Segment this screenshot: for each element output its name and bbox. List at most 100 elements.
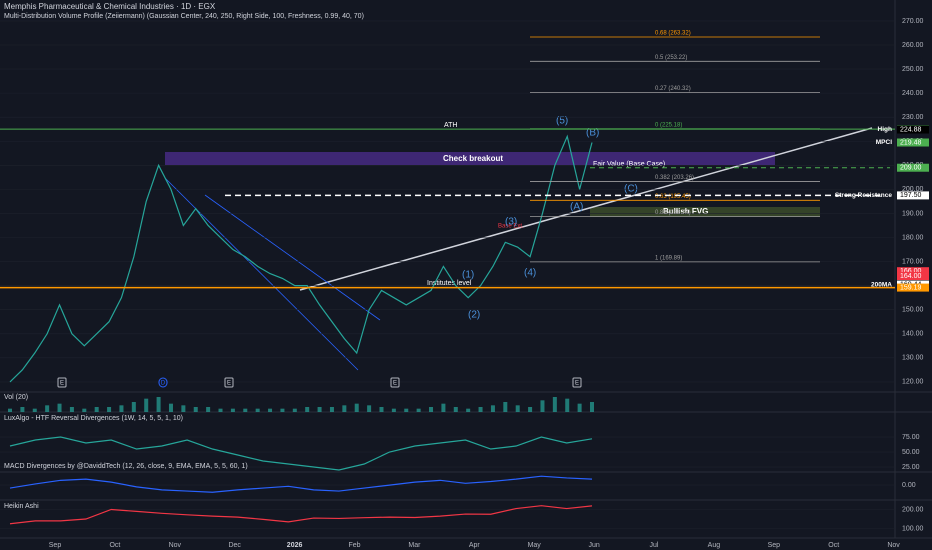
volume-bar: [453, 407, 458, 412]
event-marker: [572, 377, 582, 388]
wave-label: (2): [468, 310, 480, 321]
x-tick-label: Mar: [408, 542, 421, 549]
x-tick-label: Sep: [768, 542, 781, 549]
y-tick-label: 200.00: [902, 186, 924, 193]
y-tick-label: 25.00: [902, 464, 920, 471]
panel-title: Vol (20): [4, 394, 28, 401]
price-tag: [897, 191, 929, 200]
fib-label: 0 (225.18): [655, 122, 682, 128]
y-tick-label: 240.00: [902, 90, 924, 97]
fib-label: 0.27 (240.32): [655, 86, 691, 92]
volume-bar: [404, 408, 409, 412]
volume-bar: [280, 408, 285, 412]
y-tick-label: 0.00: [902, 482, 916, 489]
wave-label: (B): [586, 128, 599, 139]
x-tick-label: Jul: [650, 542, 659, 549]
price-line: [9, 505, 593, 525]
y-tick-label: 120.00: [902, 379, 924, 386]
fvg-zone: [590, 207, 820, 217]
fib-label: 0.382 (203.26): [655, 175, 694, 181]
fib-label: 0.5 (253.22): [655, 55, 687, 61]
volume-bar: [478, 407, 483, 412]
price-tag-name: MPCI: [876, 139, 892, 146]
event-label: E: [60, 381, 64, 387]
volume-bar: [69, 407, 74, 412]
y-tick-label: 180.00: [902, 234, 924, 241]
price-tag-name: 200MA: [871, 281, 892, 288]
price-tag-label: 224.88: [900, 126, 922, 133]
y-tick-label: 270.00: [902, 18, 924, 25]
wave-label: (A): [570, 202, 583, 213]
x-tick-label: Apr: [469, 542, 481, 549]
price-tag-name: High: [878, 126, 892, 133]
volume-bar: [45, 405, 50, 412]
volume-bar: [168, 403, 173, 412]
volume-bar: [590, 402, 594, 412]
volume-bar: [552, 397, 557, 412]
price-tag-label: 164.00: [900, 273, 922, 280]
breakout-label: Check breakout: [443, 154, 503, 163]
price-tag-label: 159.19: [900, 284, 922, 291]
y-tick-label: 50.00: [902, 449, 920, 456]
price-tag-name: Strong Resistance: [835, 192, 892, 199]
price-line: [9, 436, 593, 471]
volume-bar: [156, 397, 161, 412]
volume-bar: [466, 408, 471, 412]
volume-bar: [193, 407, 198, 412]
y-tick-label: 200.00: [902, 506, 924, 513]
volume-bar: [441, 403, 446, 412]
wave-label: (1): [462, 270, 474, 281]
x-tick-label: 2026: [287, 542, 303, 549]
price-tag-label: 197.50: [900, 192, 922, 199]
x-tick-label: Nov: [887, 542, 900, 549]
chart-subtitle: Multi-Distribution Volume Profile (Zeiie…: [4, 13, 364, 20]
y-tick-label: 260.00: [902, 42, 924, 49]
x-tick-label: Oct: [109, 542, 120, 549]
y-tick-label: 190.00: [902, 210, 924, 217]
volume-bar: [255, 408, 260, 412]
y-tick-label: 150.00: [902, 307, 924, 314]
event-marker: [224, 377, 234, 388]
fib-label: 0.63 (195.45): [655, 194, 691, 200]
x-tick-label: Jun: [588, 542, 599, 549]
panel-title: Heikin Ashi: [4, 503, 39, 510]
volume-bar: [82, 408, 87, 412]
y-tick-label: 100.00: [902, 525, 924, 532]
volume-bar: [20, 407, 25, 412]
event-marker: [158, 377, 168, 388]
volume-bar: [206, 407, 211, 412]
volume-bar: [131, 402, 136, 412]
volume-bar: [528, 407, 533, 412]
x-tick-label: Nov: [169, 542, 182, 549]
volume-bar: [329, 407, 334, 412]
event-label: E: [227, 381, 231, 387]
y-tick-label: 170.00: [902, 258, 924, 265]
volume-bar: [416, 408, 421, 412]
volume-bar: [119, 405, 124, 412]
chart-title: Memphis Pharmaceutical & Chemical Indust…: [4, 2, 216, 11]
volume-bar: [577, 403, 582, 412]
event-label: E: [393, 381, 397, 387]
y-tick-label: 250.00: [902, 66, 924, 73]
event-marker: [57, 377, 67, 388]
volume-bar: [354, 403, 359, 412]
price-tag: [897, 267, 929, 276]
x-tick-label: Aug: [708, 542, 721, 549]
fvg-label: Bullish FVG: [663, 207, 708, 216]
x-tick-label: Feb: [348, 542, 360, 549]
volume-bar: [57, 403, 62, 412]
price-line: [9, 134, 593, 383]
fib-label: 1 (169.89): [655, 255, 682, 261]
price-tag: [897, 163, 929, 172]
volume-bar: [107, 407, 112, 412]
volume-bar: [32, 408, 37, 412]
price-tag: [897, 125, 929, 134]
price-tag: [897, 272, 929, 281]
x-tick-label: Dec: [228, 542, 241, 549]
y-tick-label: 130.00: [902, 355, 924, 362]
volume-bar: [367, 405, 372, 412]
volume-bar: [218, 408, 223, 412]
volume-bar: [429, 407, 434, 412]
